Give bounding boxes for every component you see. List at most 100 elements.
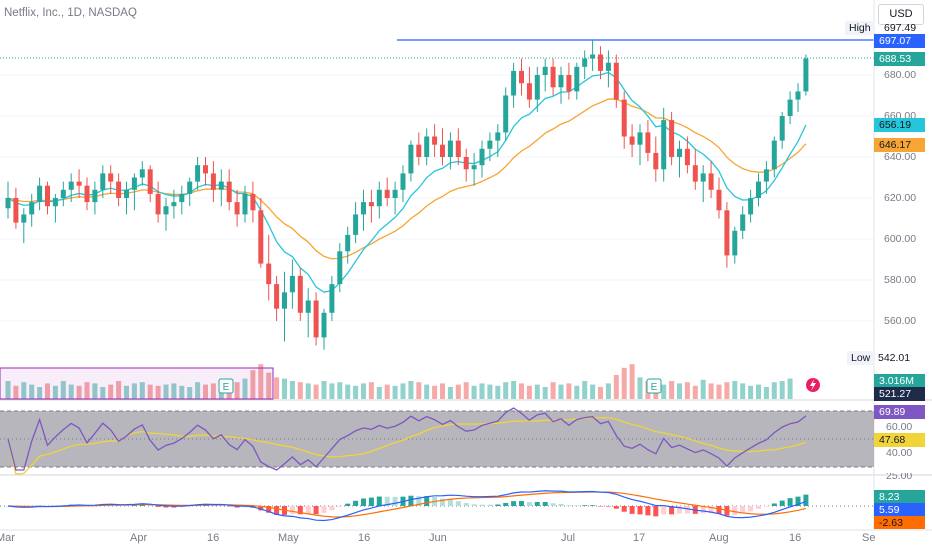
volume-bar bbox=[716, 384, 722, 399]
candle bbox=[45, 181, 50, 215]
candle-body bbox=[210, 173, 216, 190]
candle bbox=[598, 46, 603, 80]
volume-bar bbox=[163, 384, 169, 399]
candle bbox=[108, 165, 114, 194]
volume-bar bbox=[724, 382, 730, 399]
rsi-ma-line bbox=[7, 416, 807, 475]
rsi-tick-40: 40.00 bbox=[886, 447, 913, 459]
macd-hist-bar bbox=[566, 505, 572, 506]
candle-body bbox=[155, 193, 161, 215]
macd-hist-bar bbox=[763, 506, 769, 507]
candle-body bbox=[526, 83, 532, 100]
candle bbox=[787, 91, 793, 125]
candle-body bbox=[440, 144, 445, 157]
volume-bar bbox=[416, 382, 422, 399]
candle bbox=[432, 124, 438, 157]
candle-body bbox=[45, 185, 50, 207]
macd-hist-bar bbox=[598, 506, 603, 507]
candle-body bbox=[756, 181, 761, 198]
candle-body bbox=[179, 193, 185, 203]
candle bbox=[677, 140, 682, 178]
candle-body bbox=[763, 169, 769, 182]
time-label-aug: Aug bbox=[709, 532, 729, 544]
time-label-may: May bbox=[278, 532, 299, 544]
candle bbox=[400, 165, 406, 203]
candle-body bbox=[598, 54, 603, 71]
volume-bar bbox=[29, 384, 35, 399]
candle-body bbox=[629, 136, 635, 145]
volume-bar bbox=[5, 381, 11, 399]
candle bbox=[282, 271, 287, 342]
macd-hist-bar bbox=[234, 506, 240, 508]
macd-hist-bar bbox=[361, 498, 366, 506]
macd-hist-bar bbox=[526, 502, 532, 506]
candle bbox=[353, 202, 359, 244]
volume-bar bbox=[266, 372, 272, 399]
volume-bar bbox=[787, 378, 793, 399]
macd-hist-bar bbox=[258, 506, 264, 511]
candle bbox=[440, 128, 445, 166]
volume-avg-tag: 521.27 bbox=[874, 387, 925, 401]
candle-body bbox=[653, 152, 659, 170]
top-partial-price: 697.49 bbox=[884, 22, 917, 34]
volume-bar bbox=[329, 383, 335, 399]
candle-body bbox=[471, 165, 477, 170]
price-grid bbox=[0, 74, 874, 322]
macd-hist-bar bbox=[139, 504, 145, 506]
volume-bar bbox=[297, 382, 303, 399]
volume-bar bbox=[771, 382, 777, 399]
candle-body bbox=[131, 177, 137, 190]
time-label-mar: Mar bbox=[0, 532, 15, 544]
macd-hist-bar bbox=[511, 501, 517, 506]
time-label-sep: Se bbox=[862, 532, 876, 544]
time-label-jul: Jul bbox=[561, 532, 576, 544]
macd-hist-bar bbox=[147, 505, 153, 506]
time-label-apr-16: 16 bbox=[207, 532, 220, 544]
candle bbox=[495, 124, 501, 157]
volume-bar bbox=[447, 387, 453, 399]
rsi-band bbox=[0, 411, 874, 467]
candle-body bbox=[479, 148, 485, 166]
rsi-ma-tag: 47.68 bbox=[874, 433, 925, 447]
macd-hist-bar bbox=[590, 505, 596, 506]
candle bbox=[740, 206, 746, 239]
candle-body bbox=[234, 202, 240, 215]
volume-bar bbox=[242, 378, 248, 399]
candle-body bbox=[787, 99, 793, 116]
rsi-top-partial: 25.00 bbox=[886, 473, 913, 481]
volume-bar bbox=[131, 383, 137, 399]
candle-body bbox=[321, 312, 327, 338]
candle-body bbox=[345, 234, 351, 252]
volume-bar bbox=[345, 384, 351, 399]
candle-body bbox=[218, 181, 224, 190]
volume-bar bbox=[574, 385, 580, 399]
macd-hist-bar bbox=[297, 506, 303, 515]
candle bbox=[297, 267, 303, 321]
candle-body bbox=[779, 116, 785, 141]
candle-body bbox=[21, 214, 27, 223]
macd-hist-bar bbox=[321, 506, 327, 513]
currency-button[interactable]: USD bbox=[878, 4, 924, 25]
macd-hist-bar bbox=[613, 506, 619, 509]
candle bbox=[590, 40, 596, 71]
volume-bar bbox=[519, 383, 524, 399]
candle-body bbox=[748, 198, 754, 215]
svg-text:E: E bbox=[651, 382, 658, 393]
candle bbox=[487, 132, 493, 162]
candle-body bbox=[116, 181, 122, 198]
candle-body bbox=[732, 230, 738, 256]
macd-hist-bar bbox=[645, 506, 651, 516]
candle bbox=[116, 173, 122, 207]
rsi-line bbox=[7, 407, 807, 471]
candle-body bbox=[447, 140, 453, 157]
candle bbox=[779, 111, 785, 149]
macd-hist-bar bbox=[171, 506, 177, 508]
rsi-tick-60: 60.00 bbox=[886, 421, 913, 433]
macd-hist-bar bbox=[392, 496, 398, 506]
candle-body bbox=[684, 148, 690, 166]
candle bbox=[361, 189, 366, 231]
volume-bar bbox=[779, 381, 785, 399]
volume-bar bbox=[274, 377, 280, 399]
volume-bar bbox=[748, 385, 754, 399]
